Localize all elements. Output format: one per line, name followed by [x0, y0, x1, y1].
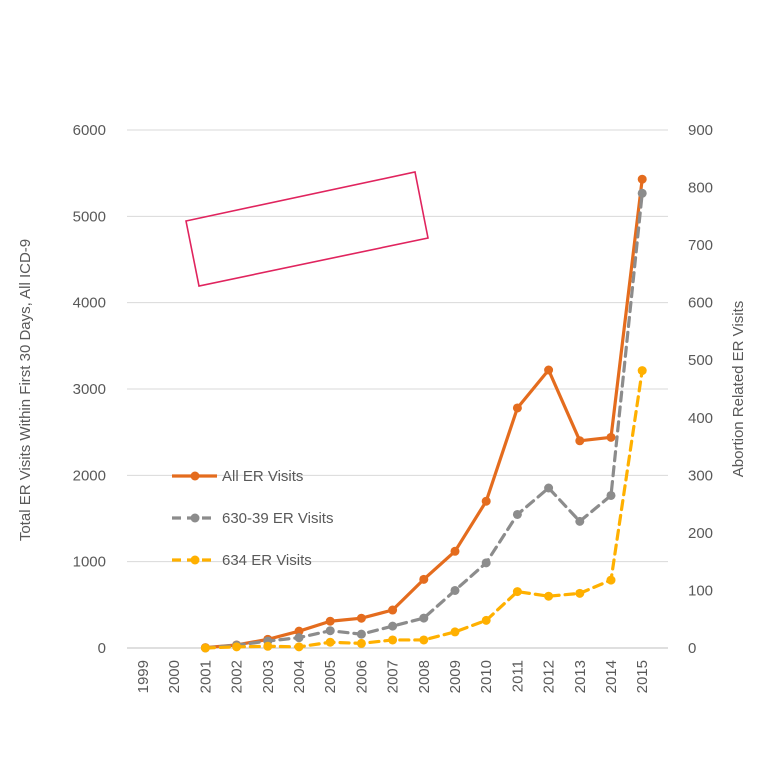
data-point	[419, 613, 429, 623]
data-point	[356, 629, 366, 639]
x-tick-label: 2008	[416, 660, 433, 693]
left-tick-label: 6000	[73, 122, 106, 139]
x-tick-label: 2014	[603, 660, 620, 693]
legend-item: 634 ER Visits	[172, 552, 312, 569]
right-tick-label: 900	[688, 122, 713, 139]
series-1	[200, 174, 647, 653]
data-point	[606, 432, 616, 442]
x-tick-label: 2015	[634, 660, 651, 693]
data-point	[637, 174, 647, 184]
data-point	[200, 643, 210, 653]
data-point	[325, 616, 335, 626]
legend-label: All ER Visits	[222, 468, 303, 485]
data-point	[294, 642, 304, 652]
data-point	[575, 436, 585, 446]
data-point	[606, 575, 616, 585]
series-line	[203, 191, 644, 650]
left-tick-label: 0	[98, 640, 106, 657]
data-point	[450, 546, 460, 556]
data-point	[325, 637, 335, 647]
left-tick-label: 3000	[73, 381, 106, 398]
legend-swatch-marker	[190, 513, 200, 523]
x-tick-label: 2007	[385, 660, 402, 693]
x-tick-label: 2006	[353, 660, 370, 693]
data-point	[481, 496, 491, 506]
left-tick-label: 1000	[73, 554, 106, 571]
data-point	[294, 633, 304, 643]
x-tick-label: 2005	[322, 660, 339, 693]
data-point	[512, 403, 522, 413]
data-point	[294, 626, 304, 636]
right-tick-label: 400	[688, 410, 713, 427]
data-point	[544, 591, 554, 601]
left-axis-title: Total ER Visits Within First 30 Days, Al…	[17, 239, 34, 541]
right-tick-label: 200	[688, 525, 713, 542]
data-point	[232, 642, 242, 652]
data-point	[325, 626, 335, 636]
left-tick-label: 4000	[73, 295, 106, 312]
right-tick-label: 500	[688, 352, 713, 369]
x-tick-label: 1999	[135, 660, 152, 693]
data-point	[481, 615, 491, 625]
data-point	[450, 627, 460, 637]
x-tick-label: 2010	[478, 660, 495, 693]
gridlines	[127, 129, 668, 649]
right-axis-title: Abortion Related ER Visits	[730, 301, 747, 477]
x-tick-label: 2003	[260, 660, 277, 693]
legend-item: 630-39 ER Visits	[172, 510, 333, 527]
series-3	[200, 366, 647, 653]
right-tick-label: 300	[688, 467, 713, 484]
data-point	[606, 490, 616, 500]
legend: All ER Visits 630-39 ER Visits 634 ER Visi…	[172, 468, 333, 569]
data-point	[388, 605, 398, 615]
right-tick-label: 800	[688, 180, 713, 197]
right-axis-ticks: 0 100 200 300 400 500 600 700 800 900	[688, 122, 713, 657]
data-point	[512, 587, 522, 597]
data-point	[356, 613, 366, 623]
right-tick-label: 100	[688, 582, 713, 599]
legend-item: All ER Visits	[172, 468, 303, 485]
x-tick-label: 2012	[541, 660, 558, 693]
legend-label: 634 ER Visits	[222, 552, 312, 569]
series-layer	[200, 174, 647, 653]
x-tick-label: 2001	[197, 660, 214, 693]
data-point	[419, 574, 429, 584]
data-point	[388, 635, 398, 645]
data-point	[450, 585, 460, 595]
legend-label: 630-39 ER Visits	[222, 510, 333, 527]
x-tick-label: 2013	[572, 660, 589, 693]
data-point	[512, 509, 522, 519]
data-point	[637, 188, 647, 198]
data-point	[419, 635, 429, 645]
x-tick-label: 2009	[447, 660, 464, 693]
x-tick-label: 2004	[291, 660, 308, 693]
data-point	[544, 365, 554, 375]
left-tick-label: 2000	[73, 467, 106, 484]
right-tick-label: 700	[688, 237, 713, 254]
data-point	[356, 638, 366, 648]
data-point	[575, 516, 585, 526]
x-tick-label: 2011	[509, 660, 526, 692]
left-axis-ticks: 0 1000 2000 3000 4000 5000 6000	[73, 122, 106, 657]
x-tick-label: 2000	[166, 660, 183, 693]
x-axis-ticks: 1999 2000 2001 2002 2003 2004 2005 2006 2007 2008…	[135, 660, 651, 693]
right-tick-label: 0	[688, 640, 696, 657]
left-tick-label: 5000	[73, 208, 106, 225]
data-point	[263, 641, 273, 651]
data-point	[637, 366, 647, 376]
legend-swatch-marker	[190, 471, 200, 481]
data-point	[544, 483, 554, 493]
legend-swatch-marker	[190, 555, 200, 565]
highlight-box	[185, 171, 429, 287]
data-point	[575, 588, 585, 598]
right-tick-label: 600	[688, 295, 713, 312]
series-2	[200, 188, 647, 653]
x-tick-label: 2002	[229, 660, 246, 693]
data-point	[481, 558, 491, 568]
data-point	[388, 621, 398, 631]
